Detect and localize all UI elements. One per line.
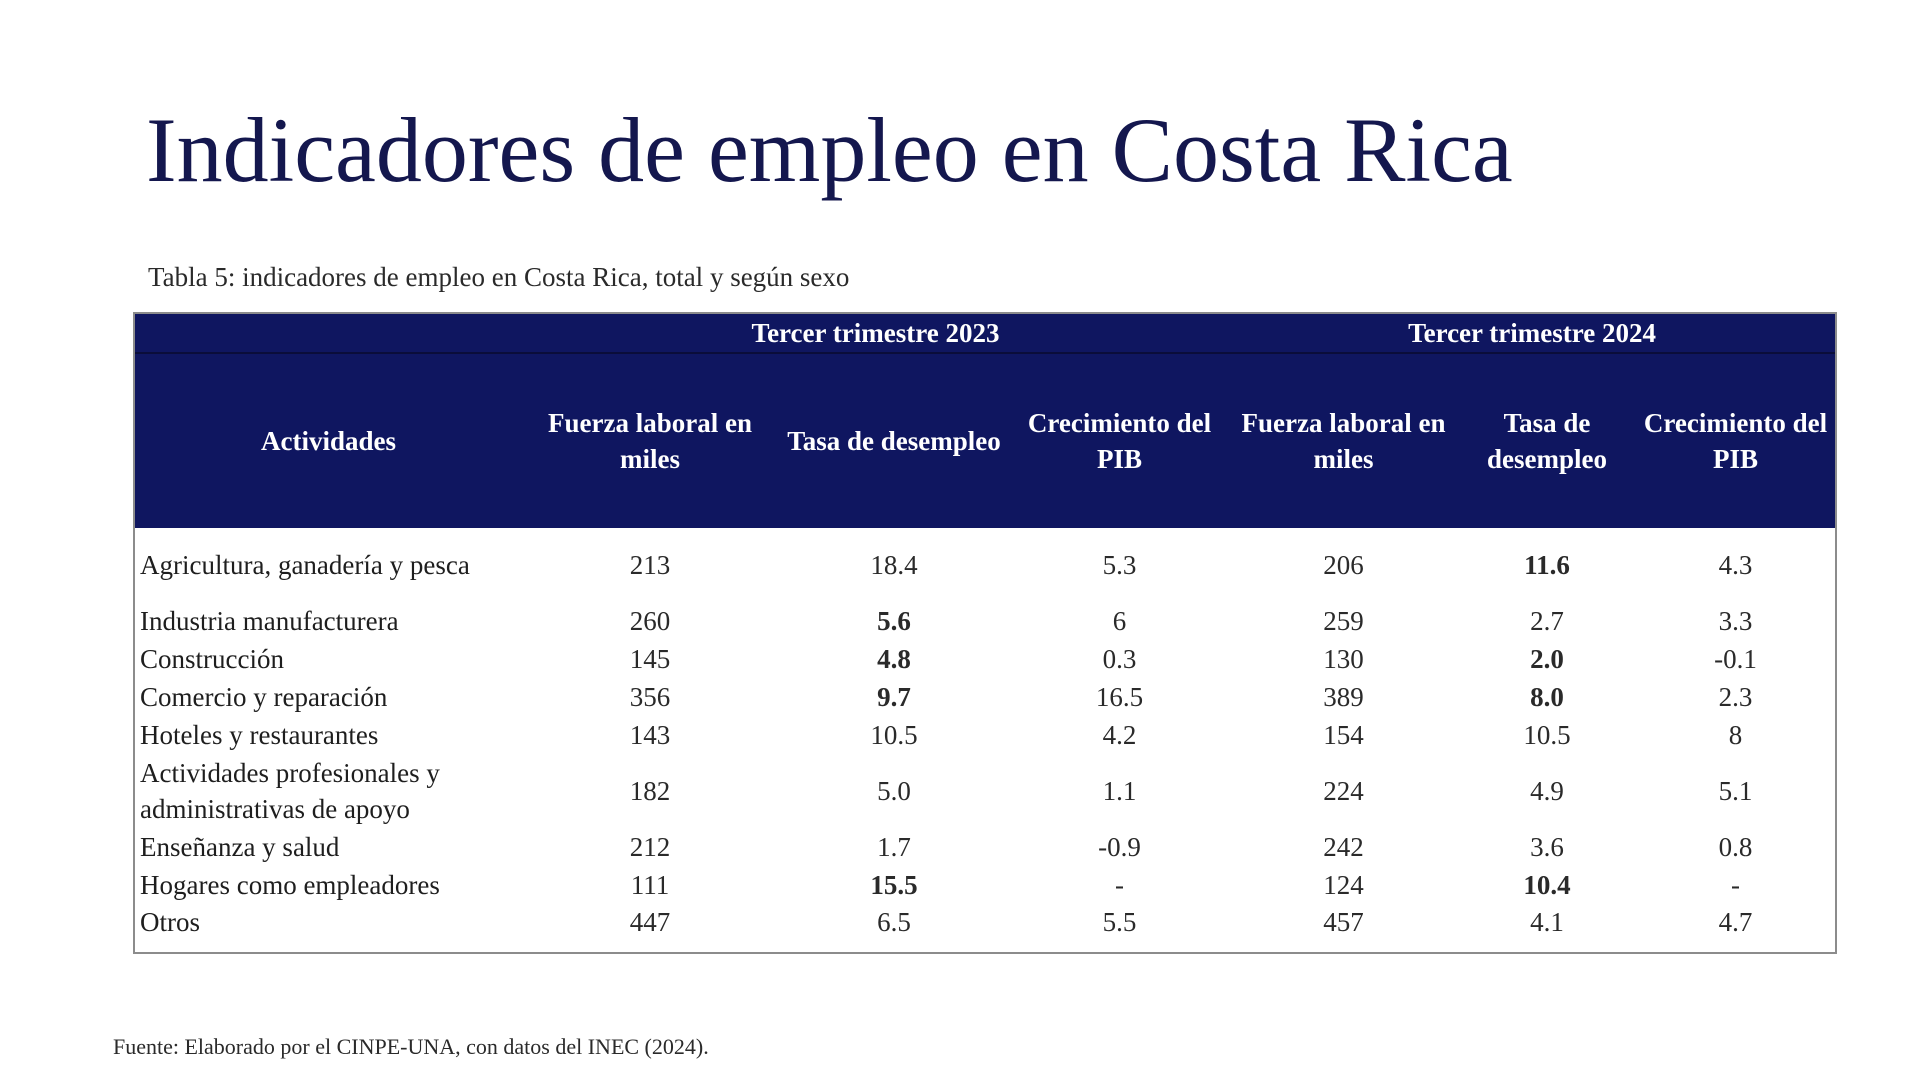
cell-tasa-desempleo-2023: 9.7 [877, 681, 911, 712]
cell-tasa-desempleo-2024: 2.0 [1530, 643, 1564, 674]
cell-tasa-desempleo-2023: 5.0 [877, 775, 911, 806]
activity-cell: Enseñanza y salud [140, 831, 340, 862]
group-header-row: Tercer trimestre 2023 Tercer trimestre 2… [135, 314, 1836, 354]
cell-tasa-desempleo-2023: 1.7 [877, 831, 911, 862]
table-row: Hogares como empleadores 111 15.5 - 124 … [135, 866, 1835, 904]
column-header-tasa-desempleo-2023: Tasa de desempleo [778, 353, 1010, 528]
cell-tasa-desempleo-2024: 3.6 [1530, 831, 1564, 862]
cell-fuerza-laboral-2023: 213 [629, 549, 671, 580]
column-header-fuerza-laboral-2023: Fuerza laboral en miles [522, 353, 778, 528]
cell-tasa-desempleo-2024: 10.4 [1523, 869, 1571, 900]
table-caption: Tabla 5: indicadores de empleo en Costa … [148, 262, 850, 292]
activity-cell: Construcción [140, 643, 284, 674]
activity-cell: Hogares como empleadores [140, 869, 440, 900]
table-row: Otros 447 6.5 5.5 457 4.1 4.7 [135, 904, 1835, 940]
activity-cell: Actividades profesionales y administrati… [140, 757, 440, 824]
cell-crecimiento-pib-2023: 6 [1112, 605, 1127, 636]
cell-fuerza-laboral-2024: 259 [1323, 605, 1364, 636]
activity-cell: Agricultura, ganadería y pesca [140, 549, 470, 580]
cell-crecimiento-pib-2023: 1.1 [1102, 775, 1137, 806]
cell-tasa-desempleo-2023: 15.5 [870, 869, 918, 900]
cell-tasa-desempleo-2023: 10.5 [870, 719, 918, 750]
table-row: Comercio y reparación 356 9.7 16.5 389 8… [135, 678, 1835, 716]
cell-fuerza-laboral-2024: 124 [1323, 869, 1364, 900]
source-note: Fuente: Elaborado por el CINPE-UNA, con … [113, 1034, 709, 1059]
cell-tasa-desempleo-2024: 10.5 [1523, 719, 1571, 750]
activity-cell: Hoteles y restaurantes [140, 719, 379, 750]
cell-fuerza-laboral-2024: 154 [1323, 719, 1364, 750]
column-header-fuerza-laboral-2024: Fuerza laboral en miles [1229, 353, 1459, 528]
cell-fuerza-laboral-2024: 242 [1323, 831, 1364, 862]
cell-fuerza-laboral-2024: 457 [1323, 907, 1364, 937]
table-row: Construcción 145 4.8 0.3 130 2.0 -0.1 [135, 640, 1835, 678]
group-header-2024: Tercer trimestre 2024 [1229, 314, 1836, 354]
cell-tasa-desempleo-2024: 11.6 [1524, 549, 1570, 580]
table-row: Industria manufacturera 260 5.6 6 259 2.… [135, 602, 1835, 640]
group-header-empty [135, 314, 522, 354]
cell-crecimiento-pib-2023: 5.5 [1102, 907, 1137, 937]
cell-tasa-desempleo-2024: 2.7 [1530, 605, 1564, 636]
activity-cell: Industria manufacturera [140, 605, 399, 636]
cell-fuerza-laboral-2023: 143 [629, 719, 671, 750]
cell-fuerza-laboral-2023: 356 [629, 681, 671, 712]
cell-tasa-desempleo-2024: 4.9 [1530, 775, 1564, 806]
cell-crecimiento-pib-2024: 0.8 [1718, 831, 1753, 862]
cell-fuerza-laboral-2023: 447 [629, 907, 671, 937]
table-row: Enseñanza y salud 212 1.7 -0.9 242 3.6 0… [135, 828, 1835, 866]
cell-fuerza-laboral-2024: 389 [1323, 681, 1364, 712]
cell-crecimiento-pib-2024: 4.7 [1718, 907, 1753, 937]
employment-data-table: Tercer trimestre 2023 Tercer trimestre 2… [135, 314, 1836, 940]
cell-crecimiento-pib-2024: - [1731, 869, 1741, 900]
column-header-row: Actividades Fuerza laboral en miles Tasa… [135, 353, 1836, 528]
cell-fuerza-laboral-2023: 182 [629, 775, 671, 806]
employment-table: Tercer trimestre 2023 Tercer trimestre 2… [133, 312, 1837, 954]
cell-fuerza-laboral-2023: 145 [629, 643, 671, 674]
cell-crecimiento-pib-2023: 16.5 [1095, 681, 1144, 712]
cell-crecimiento-pib-2023: 5.3 [1102, 549, 1137, 580]
table-row: Actividades profesionales y administrati… [135, 754, 1835, 828]
cell-fuerza-laboral-2023: 260 [629, 605, 671, 636]
cell-crecimiento-pib-2024: -0.1 [1714, 643, 1757, 674]
cell-crecimiento-pib-2024: 4.3 [1718, 549, 1753, 580]
cell-crecimiento-pib-2024: 2.3 [1718, 681, 1753, 712]
cell-tasa-desempleo-2023: 6.5 [877, 907, 911, 937]
cell-crecimiento-pib-2024: 8 [1728, 719, 1743, 750]
cell-tasa-desempleo-2023: 5.6 [877, 605, 911, 636]
cell-crecimiento-pib-2023: 0.3 [1102, 643, 1137, 674]
table-row: Agricultura, ganadería y pesca 213 18.4 … [135, 528, 1835, 602]
cell-fuerza-laboral-2024: 224 [1323, 775, 1364, 806]
cell-tasa-desempleo-2023: 4.8 [877, 643, 911, 674]
cell-tasa-desempleo-2024: 4.1 [1530, 907, 1564, 937]
cell-crecimiento-pib-2024: 5.1 [1718, 775, 1753, 806]
cell-crecimiento-pib-2023: - [1115, 869, 1124, 900]
cell-fuerza-laboral-2023: 212 [629, 831, 671, 862]
activity-cell: Otros [140, 907, 200, 937]
column-header-actividades: Actividades [135, 353, 522, 528]
table-row: Hoteles y restaurantes 143 10.5 4.2 154 … [135, 716, 1835, 754]
cell-fuerza-laboral-2024: 206 [1323, 549, 1364, 580]
cell-crecimiento-pib-2024: 3.3 [1718, 605, 1753, 636]
cell-fuerza-laboral-2024: 130 [1323, 643, 1364, 674]
cell-tasa-desempleo-2023: 18.4 [870, 549, 918, 580]
cell-fuerza-laboral-2023: 111 [630, 869, 670, 900]
slide-title: Indicadores de empleo en Costa Rica [146, 99, 1513, 201]
column-header-tasa-desempleo-2024: Tasa de desempleo [1458, 353, 1637, 528]
activity-cell: Comercio y reparación [140, 681, 388, 712]
column-header-crecimiento-pib-2024: Crecimiento del PIB [1636, 353, 1836, 528]
cell-crecimiento-pib-2023: -0.9 [1098, 831, 1141, 862]
cell-crecimiento-pib-2023: 4.2 [1102, 719, 1137, 750]
cell-tasa-desempleo-2024: 8.0 [1530, 681, 1564, 712]
group-header-2023: Tercer trimestre 2023 [522, 314, 1230, 354]
column-header-crecimiento-pib-2023: Crecimiento del PIB [1010, 353, 1230, 528]
